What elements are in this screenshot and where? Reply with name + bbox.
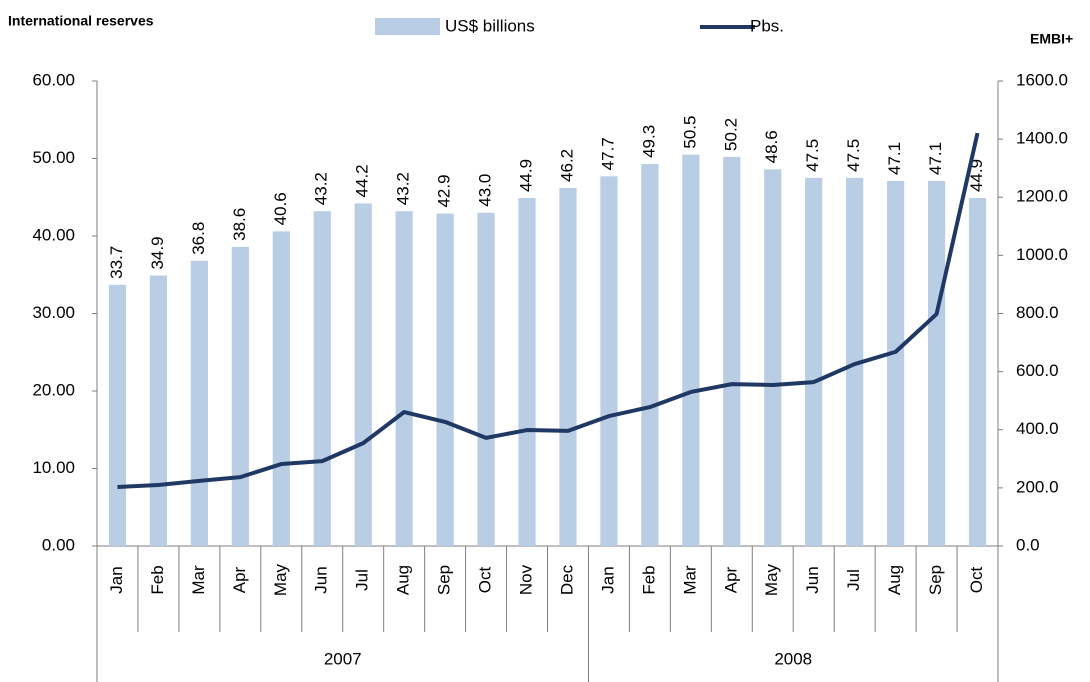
value-label: 46.2 xyxy=(557,149,576,182)
y-tick-label: 0.00 xyxy=(42,535,75,554)
value-label: 50.5 xyxy=(680,116,699,149)
x-tick-label: Oct xyxy=(967,567,986,594)
bar xyxy=(231,246,249,546)
bar xyxy=(436,213,454,546)
x-tick-label: Jun xyxy=(803,566,822,593)
x-tick-label: Jan xyxy=(598,566,617,593)
value-label: 47.1 xyxy=(885,142,904,175)
x-tick-label: Aug xyxy=(885,565,904,595)
bar xyxy=(518,198,536,546)
y2-tick-label: 1200.0 xyxy=(1016,187,1068,206)
bar xyxy=(190,260,208,546)
bar xyxy=(395,211,413,546)
line xyxy=(117,132,980,490)
x-tick-label: May xyxy=(762,563,781,596)
value-label: 43.2 xyxy=(312,172,331,205)
x-tick-label: Jun xyxy=(312,566,331,593)
bar xyxy=(805,177,823,546)
bar xyxy=(641,163,659,547)
value-label: 38.6 xyxy=(230,208,249,241)
y-tick-label: 40.00 xyxy=(32,225,75,244)
y2-tick-label: 1600.0 xyxy=(1016,70,1068,89)
value-label: 47.7 xyxy=(598,137,617,170)
value-label: 44.2 xyxy=(353,164,372,197)
bar xyxy=(272,231,290,546)
x-tick-label: Apr xyxy=(230,566,249,593)
x-tick-label: Sep xyxy=(926,565,945,595)
y2-axis-title: EMBI+ xyxy=(1030,31,1073,47)
x-tick-label: Jul xyxy=(844,569,863,591)
x-tick-label: Feb xyxy=(639,565,658,594)
y-tick-label: 10.00 xyxy=(32,458,75,477)
x-tick-label: Oct xyxy=(476,567,495,594)
value-label: 47.5 xyxy=(803,139,822,172)
y2-tick-label: 1000.0 xyxy=(1016,245,1068,264)
y-tick-label: 60.00 xyxy=(32,70,75,89)
bar xyxy=(846,177,864,546)
bar xyxy=(927,180,946,546)
y2-tick-label: 600.0 xyxy=(1016,361,1059,380)
y2-tick-label: 1400.0 xyxy=(1016,129,1068,148)
value-label: 36.8 xyxy=(189,222,208,255)
x-tick-label: Jul xyxy=(353,569,372,591)
x-tick-label: Mar xyxy=(680,565,699,595)
value-label: 44.9 xyxy=(517,159,536,192)
bar xyxy=(600,176,618,546)
x-tick-label: Jan xyxy=(107,566,126,593)
y-tick-label: 50.00 xyxy=(32,148,75,167)
y2-tick-label: 200.0 xyxy=(1016,477,1059,496)
bar xyxy=(682,154,700,546)
legend-label: US$ billions xyxy=(445,16,535,35)
y-axis-title: International reserves xyxy=(8,13,154,29)
y2-tick-label: 0.0 xyxy=(1016,535,1040,554)
x-tick-label: Aug xyxy=(394,565,413,595)
year-label: 2008 xyxy=(774,649,812,668)
y-tick-label: 30.00 xyxy=(32,303,75,322)
y2-tick-label: 400.0 xyxy=(1016,419,1059,438)
year-label: 2007 xyxy=(324,649,362,668)
bar xyxy=(968,198,987,546)
bar xyxy=(354,203,372,546)
bar xyxy=(108,284,127,546)
value-label: 34.9 xyxy=(148,236,167,269)
x-tick-label: May xyxy=(271,563,290,596)
x-tick-label: Mar xyxy=(189,565,208,595)
y-tick-label: 20.00 xyxy=(32,380,75,399)
value-label: 43.0 xyxy=(476,174,495,207)
bar xyxy=(313,211,331,546)
value-label: 47.5 xyxy=(844,139,863,172)
value-label: 42.9 xyxy=(435,174,454,207)
x-tick-label: Feb xyxy=(148,565,167,594)
value-label: 33.7 xyxy=(107,246,126,279)
value-label: 43.2 xyxy=(394,172,413,205)
value-label: 48.6 xyxy=(762,130,781,163)
bar xyxy=(764,169,782,546)
bar xyxy=(887,180,905,546)
y2-tick-label: 800.0 xyxy=(1016,303,1059,322)
bar xyxy=(723,156,741,546)
value-label: 49.3 xyxy=(639,125,658,158)
bar xyxy=(149,275,168,546)
legend-label: Pbs. xyxy=(750,16,784,35)
x-tick-label: Sep xyxy=(435,565,454,595)
bar xyxy=(559,187,577,546)
x-tick-label: Dec xyxy=(557,564,576,595)
x-tick-label: Nov xyxy=(517,564,536,595)
value-label: 50.2 xyxy=(721,118,740,151)
value-label: 47.1 xyxy=(926,142,945,175)
legend-swatch xyxy=(375,18,440,35)
x-tick-label: Apr xyxy=(721,566,740,593)
bar xyxy=(477,212,495,546)
value-label: 40.6 xyxy=(271,192,290,225)
